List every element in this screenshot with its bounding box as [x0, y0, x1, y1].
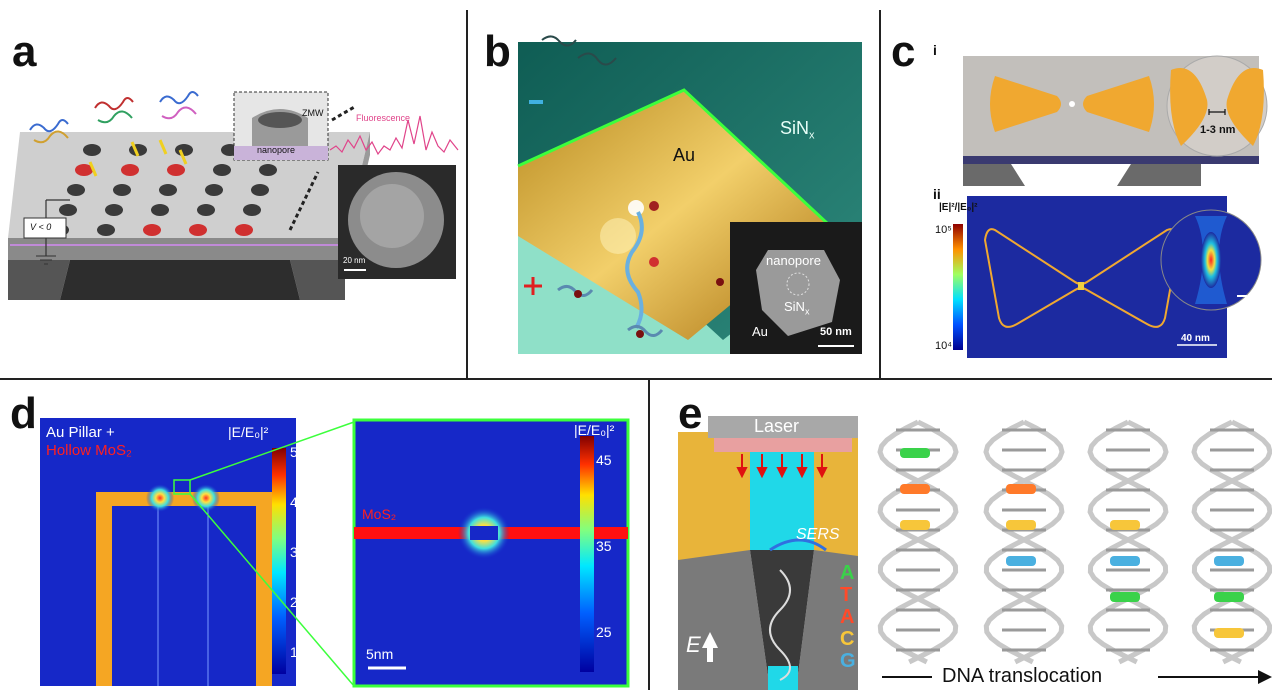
- horizontal-divider: [0, 378, 1272, 380]
- au-text: Au: [673, 145, 696, 165]
- d-left-tick: 10: [290, 644, 306, 660]
- inset-sinx-sub: x: [804, 306, 810, 317]
- colorbar-max: 10⁵: [935, 224, 952, 236]
- inset-sinx-text: SiNx: [784, 299, 809, 317]
- sinx-base: SiN: [780, 118, 810, 138]
- mos2-label: MoS₂: [362, 506, 397, 522]
- panel-a-label: a: [12, 27, 37, 76]
- colorbar-min: 10⁴: [935, 340, 952, 352]
- sers-text: SERS: [796, 526, 840, 543]
- panel-d-diagram: [40, 418, 630, 688]
- panel-b-diagram: [517, 35, 862, 354]
- vertical-divider-bc: [879, 10, 881, 378]
- d-left-tick: 30: [290, 544, 306, 560]
- base-letter: A: [840, 562, 855, 584]
- inset-nanopore-text: nanopore: [766, 253, 821, 268]
- dna-translocation-text: DNA translocation: [942, 665, 1103, 687]
- voltage-text: V < 0: [30, 222, 52, 232]
- base-letter: C: [840, 628, 855, 650]
- panel-b-label: b: [484, 27, 511, 76]
- panel-e-label: e: [678, 389, 703, 438]
- d-left-colorbar-title: |E/E₀|²: [228, 424, 269, 440]
- d-title-2: Hollow MoS₂: [46, 442, 132, 459]
- panel-d: d Au Pillar +: [0, 380, 648, 690]
- d-left-ticks: 50 40 30 20 10: [290, 444, 330, 684]
- panel-d-label: d: [10, 389, 37, 438]
- zmw-text: ZMW: [302, 108, 324, 118]
- colorbar-title: |E|²/|E₀|²: [939, 202, 978, 213]
- vertical-divider-ab: [466, 10, 468, 378]
- inset-scalebar-text: 50 nm: [820, 326, 852, 338]
- panel-c-diagram: [953, 55, 1268, 358]
- d-left-tick: 40: [290, 494, 306, 510]
- sub-label-i: i: [933, 42, 937, 58]
- base-sequence: A T A C G: [840, 562, 862, 692]
- d-left-tick: 20: [290, 594, 306, 610]
- fluorescence-text: Fluorescence: [356, 113, 411, 123]
- d-right-tick: 45: [596, 452, 612, 468]
- d-right-tick: 25: [596, 624, 612, 640]
- base-letter: A: [840, 606, 855, 628]
- panel-b: b Au SiNx: [468, 0, 879, 378]
- tem-scalebar-text: 20 nm: [343, 256, 366, 265]
- base-letter: T: [840, 584, 853, 606]
- panel-e-diagram: [678, 416, 1272, 690]
- scalebar-text: 40 nm: [1181, 333, 1210, 344]
- field-e-text: E: [686, 632, 701, 657]
- panel-e: e Laser SERS E A T: [650, 380, 1272, 690]
- d-right-colorbar-title: |E/E₀|²: [574, 422, 615, 438]
- d-left-tick: 50: [290, 444, 306, 460]
- sinx-text: SiNx: [780, 118, 815, 142]
- panel-c-label: c: [891, 27, 916, 76]
- d-scalebar-text: 5nm: [366, 646, 394, 662]
- d-title-1: Au Pillar +: [46, 424, 115, 441]
- panel-a: a: [0, 0, 466, 378]
- gap-text: 1-3 nm: [1200, 124, 1236, 136]
- inset-sinx-base: SiN: [784, 299, 805, 314]
- nanopore-text: nanopore: [257, 145, 296, 155]
- laser-text: Laser: [754, 416, 800, 436]
- d-right-tick: 35: [596, 538, 612, 554]
- base-letter: G: [840, 650, 856, 672]
- d-right-ticks: 45 35 25: [596, 452, 626, 672]
- panel-c: c i ii: [881, 0, 1272, 378]
- inset-au-text: Au: [752, 324, 768, 339]
- sub-label-ii: ii: [933, 186, 941, 202]
- sinx-sub: x: [809, 129, 815, 142]
- vertical-divider-de: [648, 380, 650, 690]
- panel-a-diagram: [8, 91, 459, 300]
